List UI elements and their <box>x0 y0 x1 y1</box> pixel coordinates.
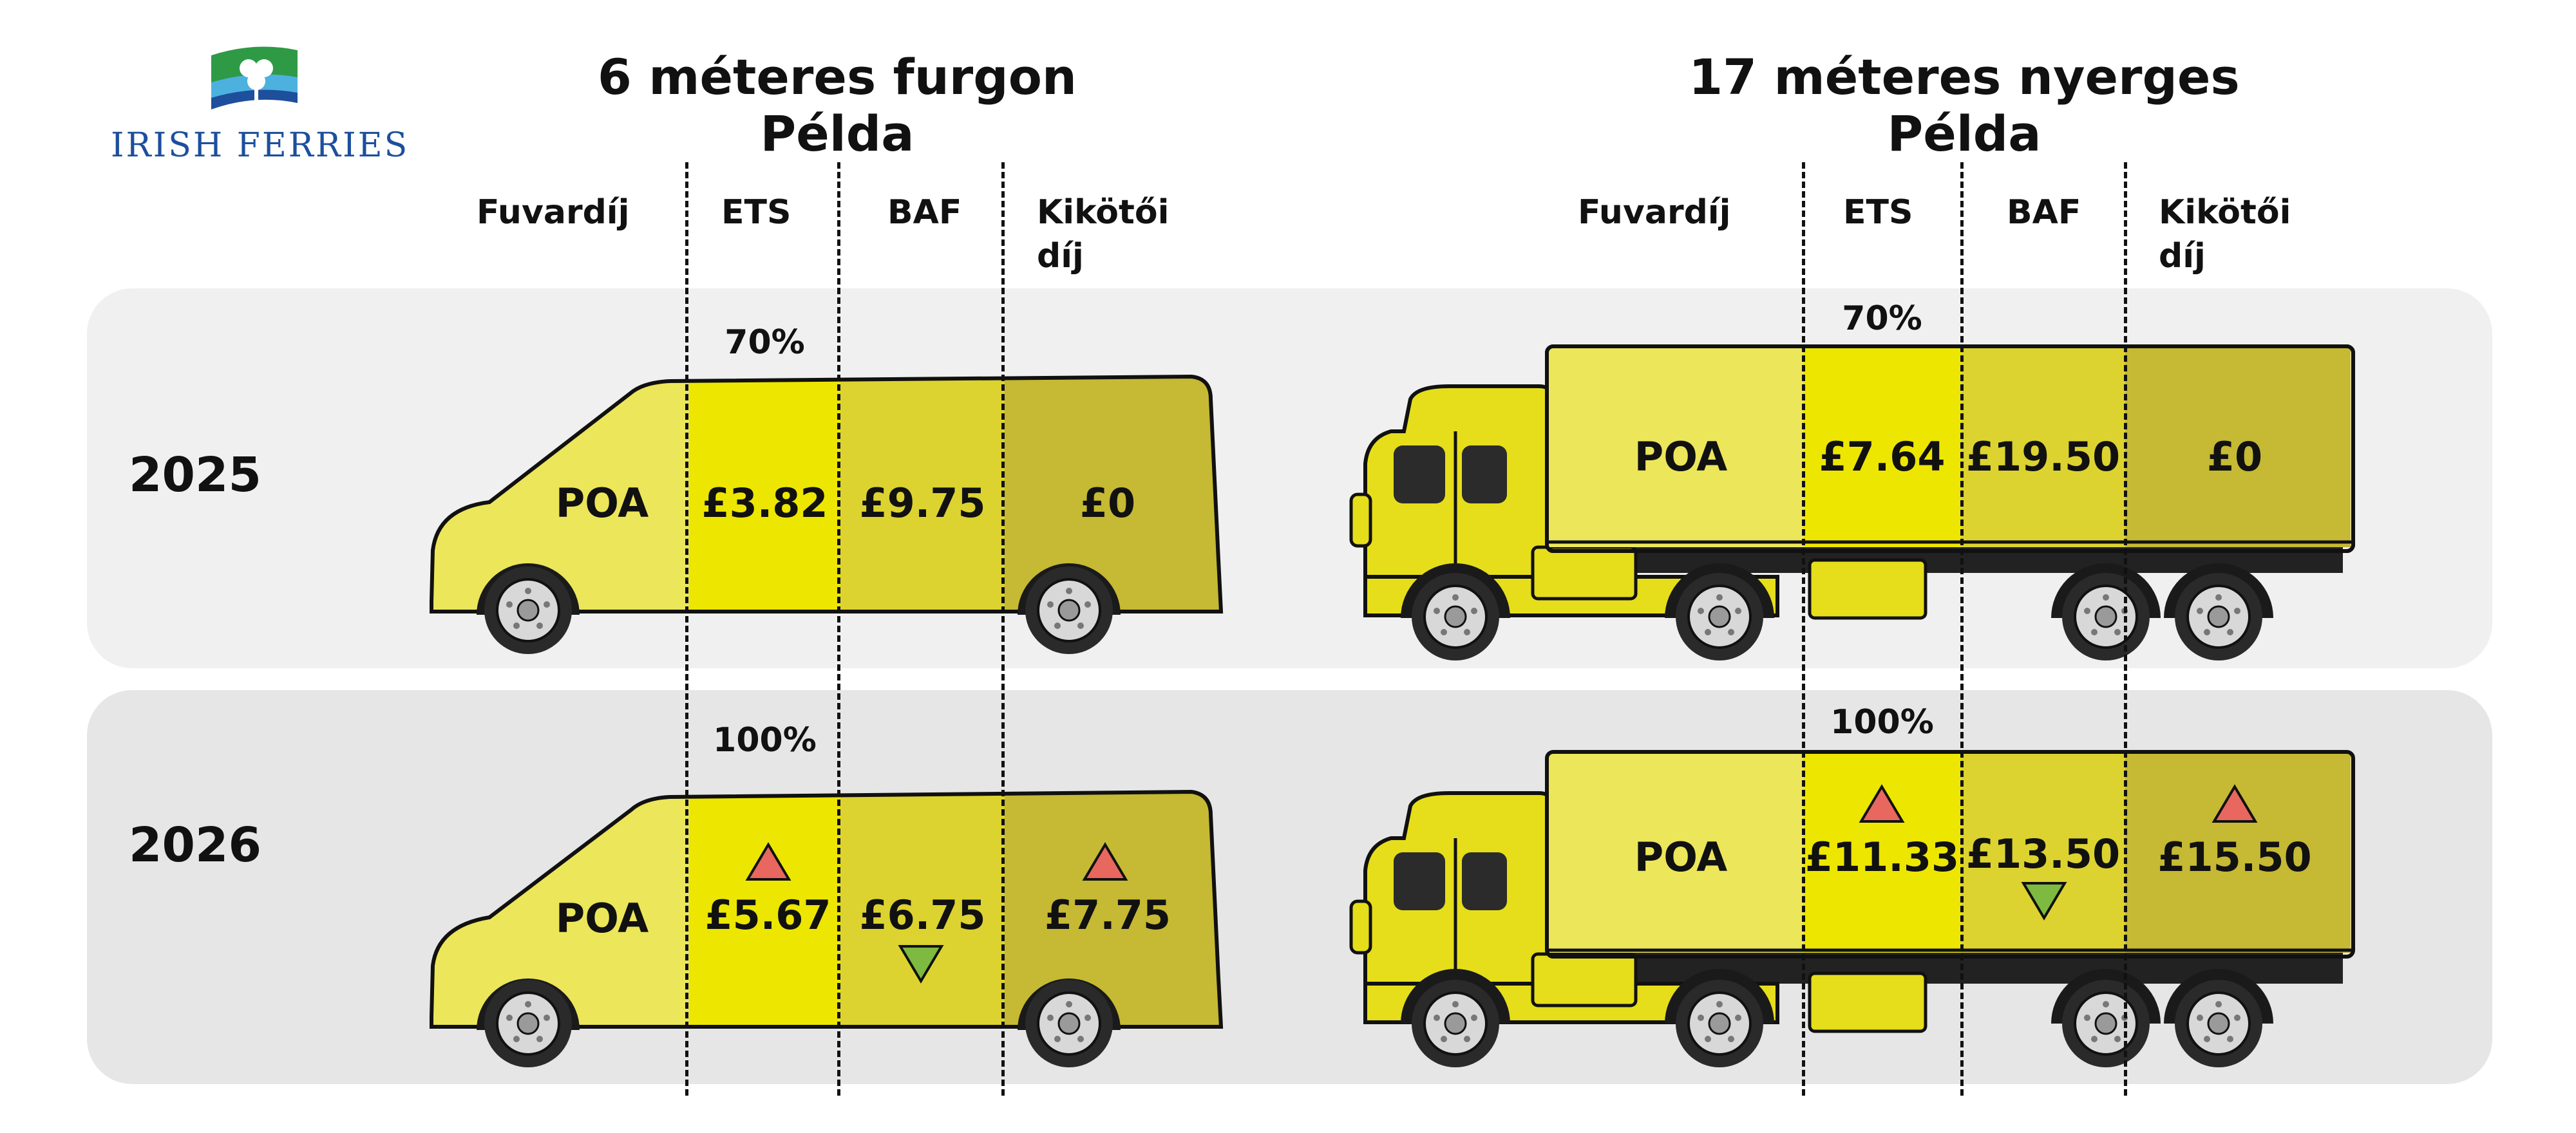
truck-header-port: Kikötői díj <box>2159 191 2291 278</box>
van-title: 6 méteres furgon Példa <box>567 49 1108 162</box>
van-header-ets: ETS <box>721 193 791 232</box>
logo-text: IRISH FERRIES <box>111 126 410 165</box>
truck-2026-ets-percent: 100% <box>1830 703 1934 742</box>
truck-header-ets: ETS <box>1843 193 1913 232</box>
truck-ets-up-arrow-icon <box>1859 784 1905 823</box>
truck-2026-port-value: £15.50 <box>2157 834 2312 881</box>
van-header-freight: Fuvardíj <box>477 193 630 232</box>
van-2025-baf-value: £9.75 <box>859 480 986 527</box>
truck-2026-baf-value: £13.50 <box>1965 830 2121 877</box>
truck-divider-port <box>2124 162 2127 1096</box>
shamrock-flag-icon <box>211 46 298 109</box>
van-2026-ets-percent: 100% <box>713 721 817 760</box>
van-header-baf: BAF <box>887 193 962 232</box>
truck-2025-ets-percent: 70% <box>1842 299 1922 338</box>
van-2025-freight-value: POA <box>555 480 649 527</box>
truck-header-baf: BAF <box>2007 193 2081 232</box>
truck-header-port-line2: díj <box>2159 237 2206 276</box>
van-header-port: Kikötői díj <box>1037 191 1169 278</box>
van-2026-ets-value: £5.67 <box>705 892 831 939</box>
truck-header-freight: Fuvardíj <box>1578 193 1731 232</box>
truck-divider-ets <box>1802 162 1805 1096</box>
truck-title-line1: 17 méteres nyerges <box>1689 48 2240 106</box>
year-2026-label: 2026 <box>129 818 261 873</box>
year-2025-label: 2025 <box>129 447 261 503</box>
van-2025-port-value: £0 <box>1079 480 1136 527</box>
truck-title-line2: Példa <box>1887 105 2041 162</box>
van-header-port-line2: díj <box>1037 237 1084 276</box>
van-divider-port <box>1001 162 1005 1096</box>
truck-2026-freight-value: POA <box>1634 834 1728 881</box>
van-port-up-arrow-icon <box>1082 842 1128 881</box>
truck-title: 17 méteres nyerges Példa <box>1662 49 2267 162</box>
truck-port-up-arrow-icon <box>2211 784 2258 823</box>
van-divider-ets <box>685 162 688 1096</box>
van-2025-ets-percent: 70% <box>724 323 805 362</box>
truck-2026 <box>1351 750 2355 1069</box>
truck-2026-ets-value: £11.33 <box>1804 834 1960 881</box>
van-title-line1: 6 méteres furgon <box>597 48 1077 106</box>
van-ets-up-arrow-icon <box>745 842 791 881</box>
truck-divider-baf <box>1960 162 1964 1096</box>
van-baf-down-arrow-icon <box>898 945 944 984</box>
truck-2025-port-value: £0 <box>2206 433 2263 480</box>
van-title-line2: Példa <box>760 105 914 162</box>
truck-header-port-line1: Kikötői <box>2159 193 2291 232</box>
truck-2025-ets-value: £7.64 <box>1819 433 1946 480</box>
van-2025-ets-value: £3.82 <box>701 480 828 527</box>
van-2025 <box>430 374 1224 655</box>
truck-2025-freight-value: POA <box>1634 433 1728 480</box>
van-divider-baf <box>837 162 840 1096</box>
van-2026-port-value: £7.75 <box>1044 892 1171 939</box>
truck-2025-baf-value: £19.50 <box>1965 433 2121 480</box>
van-2026-freight-value: POA <box>555 895 649 942</box>
van-2026-baf-value: £6.75 <box>859 892 986 939</box>
van-header-port-line1: Kikötői <box>1037 193 1170 232</box>
truck-2025 <box>1351 344 2355 662</box>
truck-baf-down-arrow-icon <box>2021 882 2067 921</box>
